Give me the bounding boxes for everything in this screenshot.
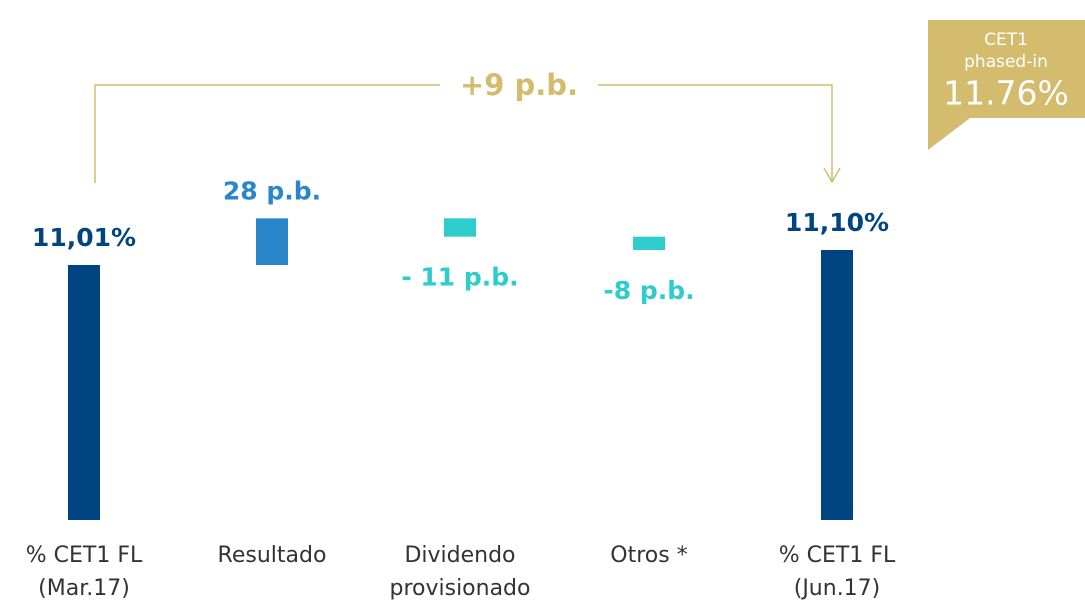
value-label: 11,01% <box>32 223 136 252</box>
value-label: -8 p.b. <box>603 276 694 305</box>
bar <box>256 218 288 265</box>
bracket-left <box>94 84 440 183</box>
badge-line: phased-in <box>964 52 1048 72</box>
category-label: Otros * <box>610 543 687 568</box>
category-label: (Mar.17) <box>38 576 130 601</box>
value-label: 11,10% <box>785 208 889 237</box>
bar <box>68 265 100 520</box>
badge <box>928 20 1085 150</box>
category-label: Resultado <box>218 543 327 568</box>
bar <box>633 236 665 250</box>
annotation: +9 p.b. <box>460 68 578 102</box>
value-label: - 11 p.b. <box>401 263 518 292</box>
category-label: % CET1 FL <box>26 543 143 568</box>
badge-value: 11.76% <box>943 74 1069 113</box>
category-label: % CET1 FL <box>779 543 896 568</box>
badge-line: CET1 <box>984 30 1028 50</box>
bracket-right <box>598 84 833 182</box>
bar <box>444 218 476 237</box>
value-label: 28 p.b. <box>223 176 321 205</box>
category-label: Dividendo <box>404 543 515 568</box>
category-label: provisionado <box>389 576 530 601</box>
arrow-head <box>823 167 841 184</box>
category-label: (Jun.17) <box>794 576 881 601</box>
bar <box>821 250 853 520</box>
